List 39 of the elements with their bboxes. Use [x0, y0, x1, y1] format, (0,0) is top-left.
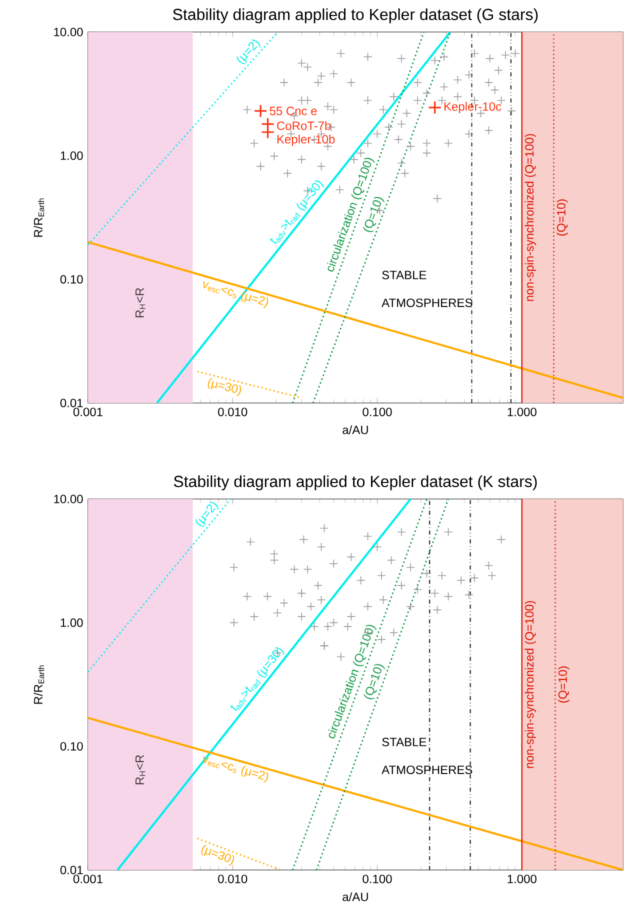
y-tick-label: 0.10	[60, 275, 83, 284]
y-tick-label: 10.00	[54, 28, 83, 36]
annotation: Kepler-10b	[277, 134, 335, 146]
y-tick-label: 0.01	[60, 866, 83, 874]
y-tick-label: 0.01	[60, 398, 83, 408]
annotation: ATMOSPHERES	[382, 298, 472, 308]
x-tick-label: 0.001	[73, 408, 102, 416]
annotation: 55 Cnc e	[270, 106, 317, 116]
band-label: R$_{H}$<R	[136, 754, 146, 784]
chart-title: Stability diagram applied to Kepler dataset (G stars)	[173, 8, 538, 24]
x-tick-label: 0.100	[362, 874, 392, 884]
x-axis-title: a/AU	[342, 425, 368, 434]
y-tick-label: 1.00	[60, 618, 83, 627]
x-tick-label: 1.000	[508, 408, 536, 416]
text: (μ=30)	[208, 378, 242, 396]
y-tick-label: 0.10	[60, 742, 83, 751]
annotation: ATMOSPHERES	[382, 766, 472, 774]
annotation: Kepler-10c	[444, 102, 502, 114]
y-tick-label: 1.00	[60, 151, 83, 160]
text: v$_{esc}$<c$_{s}$ (μ=2)	[203, 281, 268, 308]
x-axis-title: a/AU	[342, 892, 368, 902]
text: v$_{esc}$<c$_{s}$ (μ=2)	[203, 756, 268, 783]
x-tick-label: 0.010	[218, 874, 248, 884]
text: (Q=10)	[556, 199, 568, 236]
annotation: CoRoT-7b	[277, 121, 331, 130]
x-tick-label: 0.001	[73, 874, 102, 884]
y-tick-label: 10.00	[54, 494, 83, 504]
y-axis-title: R/R$_{Earth}$	[34, 198, 44, 237]
x-tick-label: 0.010	[218, 408, 248, 416]
text: non-spin-synchronized (Q=100)	[524, 134, 536, 301]
x-tick-label: 1.000	[508, 874, 536, 884]
annotation: STABLE	[382, 270, 426, 280]
text: (Q=10)	[558, 666, 570, 703]
band-label: R$_{H}$<R	[136, 288, 146, 318]
y-axis-title: R/R$_{Earth}$	[34, 665, 44, 704]
text: non-spin-synchronized (Q=100)	[524, 601, 536, 768]
x-tick-label: 0.100	[362, 408, 392, 416]
chart-title: Stability diagram applied to Kepler dataset (K stars)	[174, 475, 537, 490]
annotation: STABLE	[382, 738, 426, 746]
